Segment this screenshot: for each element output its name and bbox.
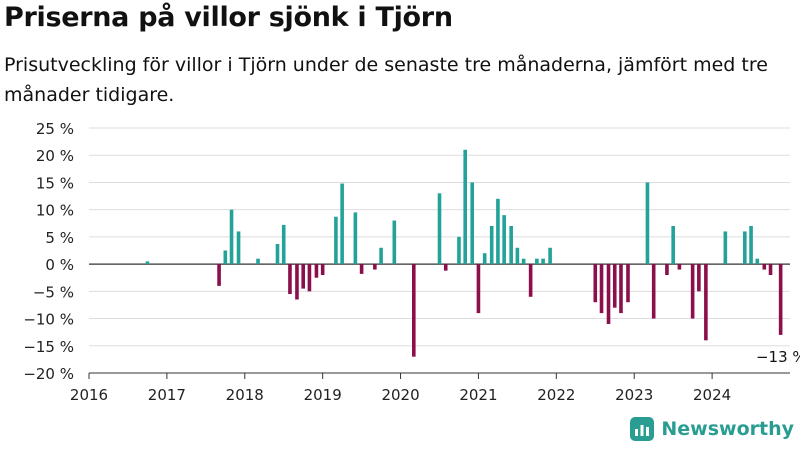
bar [651, 264, 656, 319]
bar [275, 243, 280, 265]
y-tick-label: −10 % [23, 311, 74, 329]
y-tick-label: 25 % [36, 120, 74, 138]
x-tick-label: 2017 [148, 386, 186, 404]
bar [301, 264, 305, 289]
bar [521, 258, 526, 265]
bar [320, 264, 325, 275]
bar [509, 226, 513, 265]
bar [502, 215, 506, 265]
bar [288, 264, 292, 295]
y-tick-label: −15 % [23, 338, 74, 356]
y-tick-label: 5 % [45, 229, 74, 247]
y-tick-label: −5 % [33, 283, 74, 301]
x-tick-label: 2023 [615, 386, 653, 404]
bar [353, 212, 358, 265]
chart-title: Priserna på villor sjönk i Tjörn [4, 2, 453, 33]
y-axis-ticks: 25 % 20 % 15 % 10 % 5 % 0 % −5 % −10 % −15 % −20 … [23, 120, 74, 383]
last-value-annotation: −13 % [756, 348, 800, 366]
bar [697, 264, 701, 292]
bars [145, 149, 783, 357]
y-tick-label: 15 % [36, 174, 74, 192]
bar [548, 247, 552, 265]
bar [457, 236, 461, 265]
bar [223, 250, 228, 265]
bar [281, 224, 286, 265]
brand-name: Newsworthy [661, 418, 794, 440]
bar [593, 264, 598, 303]
bar [755, 258, 760, 265]
bar [334, 216, 338, 265]
bar [229, 209, 234, 265]
bar [256, 258, 260, 265]
bar [295, 264, 299, 300]
bar [145, 261, 150, 265]
x-tick-label: 2021 [459, 386, 497, 404]
y-tick-label: 20 % [36, 147, 74, 165]
bar [768, 264, 773, 275]
bar [677, 264, 682, 270]
bar [314, 264, 319, 278]
bar [612, 264, 617, 308]
bar [482, 253, 487, 265]
bar [645, 182, 650, 265]
x-tick-label: 2020 [381, 386, 419, 404]
bar [528, 264, 533, 297]
bar [723, 231, 728, 265]
bar [379, 247, 383, 265]
bar [359, 264, 364, 274]
bar [690, 264, 695, 319]
bar [606, 264, 611, 324]
x-axis: 2016 2017 2018 2019 2020 2021 2022 2023 2024 [70, 372, 790, 404]
bar [619, 264, 623, 314]
x-tick-label: 2016 [70, 386, 108, 404]
bar [489, 226, 494, 265]
bar [762, 264, 767, 270]
bar [463, 149, 467, 265]
x-tick-label: 2019 [304, 386, 342, 404]
bar [496, 198, 500, 265]
bar [470, 182, 475, 265]
bar [749, 226, 753, 265]
newsworthy-logo-icon [630, 417, 655, 441]
bar [665, 264, 669, 275]
bar [443, 264, 448, 271]
bar [535, 258, 539, 265]
bar [704, 264, 708, 341]
bar [541, 258, 545, 265]
x-tick-label: 2022 [537, 386, 575, 404]
bar [599, 264, 604, 314]
bar [392, 220, 397, 265]
bar [307, 264, 312, 292]
bar [412, 264, 416, 357]
bar [671, 226, 675, 265]
y-tick-label: −20 % [23, 365, 74, 383]
bar [217, 264, 221, 286]
bar [236, 231, 241, 265]
y-tick-label: 0 % [45, 256, 74, 274]
y-tick-label: 10 % [36, 202, 74, 220]
bar [626, 264, 630, 303]
bar [778, 264, 783, 335]
bar [373, 264, 377, 270]
newsworthy-logo: Newsworthy [629, 416, 794, 442]
bar [437, 193, 442, 265]
bar [515, 247, 520, 265]
chart-subtitle: Prisutveckling för villor i Tjörn under … [4, 54, 768, 106]
bar [340, 183, 344, 265]
x-tick-label: 2024 [693, 386, 731, 404]
x-tick-label: 2018 [226, 386, 264, 404]
bar [743, 231, 747, 265]
bar [476, 264, 481, 314]
